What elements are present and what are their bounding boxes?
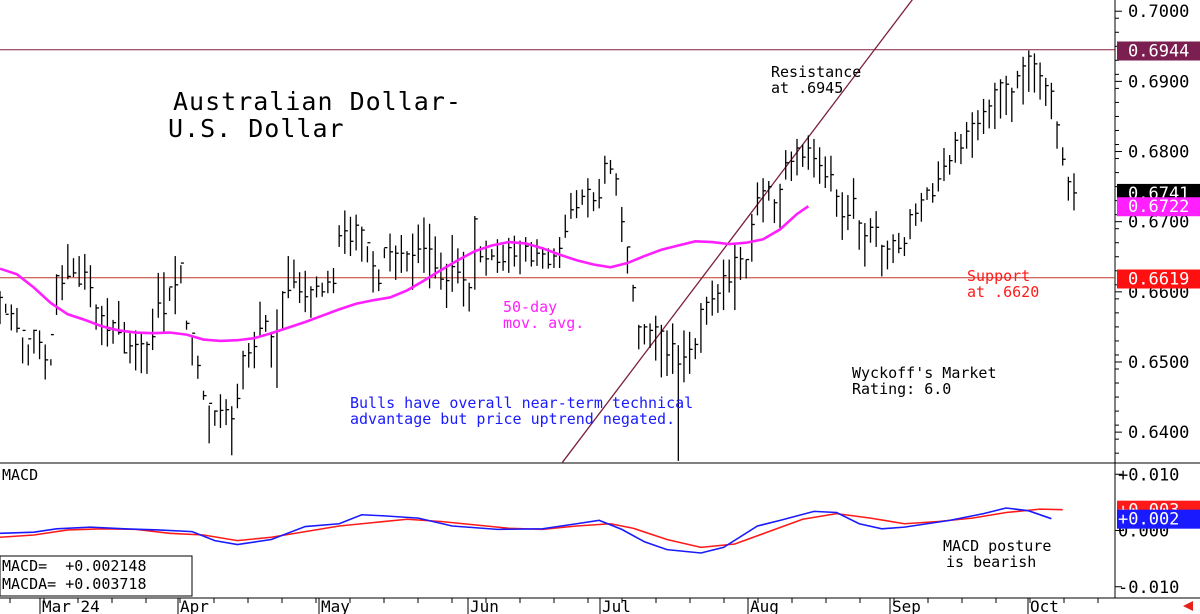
macd-series-line <box>0 507 1052 554</box>
price-tag-box <box>1117 41 1200 61</box>
month-label: May <box>321 597 350 614</box>
macd-tag-box <box>1117 509 1200 529</box>
macd-y-tick-label: -0.010 <box>1118 578 1179 598</box>
price-bars <box>0 50 1077 461</box>
price-tag-box <box>1117 197 1200 217</box>
macd-y-tick-label: +0.010 <box>1118 465 1179 485</box>
support-annotation-1: Support <box>967 267 1030 285</box>
price-tag-label: 0.6944 <box>1128 42 1189 62</box>
moving-average-group <box>0 205 810 343</box>
macd-readout-box <box>0 555 193 597</box>
ma-annotation-1: 50-day <box>503 298 557 316</box>
macd-tags: +0.003+0.002 <box>1117 500 1200 530</box>
price-tag-label: 0.6722 <box>1128 197 1189 217</box>
uptrend-line <box>561 84 849 463</box>
price-tag-box <box>1117 269 1200 289</box>
month-label: Jul <box>602 597 631 614</box>
y-tick-label: 0.7000 <box>1128 2 1189 22</box>
chart-title-line-1: Australian Dollar- <box>173 87 462 116</box>
resistance-annotation-1: Resistance <box>771 63 861 81</box>
wyckoff-annotation-1: Wyckoff's Market <box>852 364 997 382</box>
y-tick-label: 0.6400 <box>1128 423 1189 443</box>
bulls-annotation-1: Bulls have overall near-term technical <box>350 394 693 412</box>
macd-readout: MACD= +0.002148 <box>2 557 147 575</box>
y-tick-label: 0.6900 <box>1128 72 1189 92</box>
macd-tag-label: +0.002 <box>1118 510 1179 530</box>
macd-note-1: MACD posture <box>943 537 1051 555</box>
scroll-left-arrow-icon[interactable] <box>1183 601 1193 611</box>
time-axis: Mar 24 Apr May Jun Jul Aug Sep Oct <box>9 597 1099 614</box>
price-y-axis: 0.70000.69000.68000.67000.66000.65000.64… <box>1115 2 1189 454</box>
y-tick-label: 0.6800 <box>1128 143 1189 163</box>
resistance-annotation-2: at .6945 <box>771 79 843 97</box>
month-label: Jun <box>470 597 499 614</box>
price-panel: 0.70000.69000.68000.67000.66000.65000.64… <box>0 0 1200 464</box>
uptrend-line-extension <box>847 0 913 86</box>
month-label: Sep <box>892 597 921 614</box>
macda-readout: MACDA= +0.003718 <box>2 575 147 593</box>
bulls-annotation-2: advantage but price uptrend negated. <box>350 410 675 428</box>
y-tick-label: 0.6700 <box>1128 213 1189 233</box>
support-annotation-2: at .6620 <box>967 283 1039 301</box>
macd-series <box>0 507 1063 554</box>
trendline-group <box>561 0 913 463</box>
macd-title: MACD <box>2 466 38 484</box>
month-label: Aug <box>750 597 779 614</box>
moving-average-line <box>0 205 810 343</box>
month-label: Mar 24 <box>42 597 100 614</box>
wyckoff-annotation-2: Rating: 6.0 <box>852 380 951 398</box>
month-label: Apr <box>180 597 209 614</box>
price-tag-label: 0.6619 <box>1128 270 1189 290</box>
macd-note-2: is bearish <box>946 553 1036 571</box>
chart-title-line-2: U.S. Dollar <box>168 114 345 143</box>
ma-annotation-2: mov. avg. <box>503 314 584 332</box>
y-tick-label: 0.6500 <box>1128 353 1189 373</box>
month-label: Oct <box>1030 597 1059 614</box>
support-resistance-lines <box>0 49 1115 279</box>
